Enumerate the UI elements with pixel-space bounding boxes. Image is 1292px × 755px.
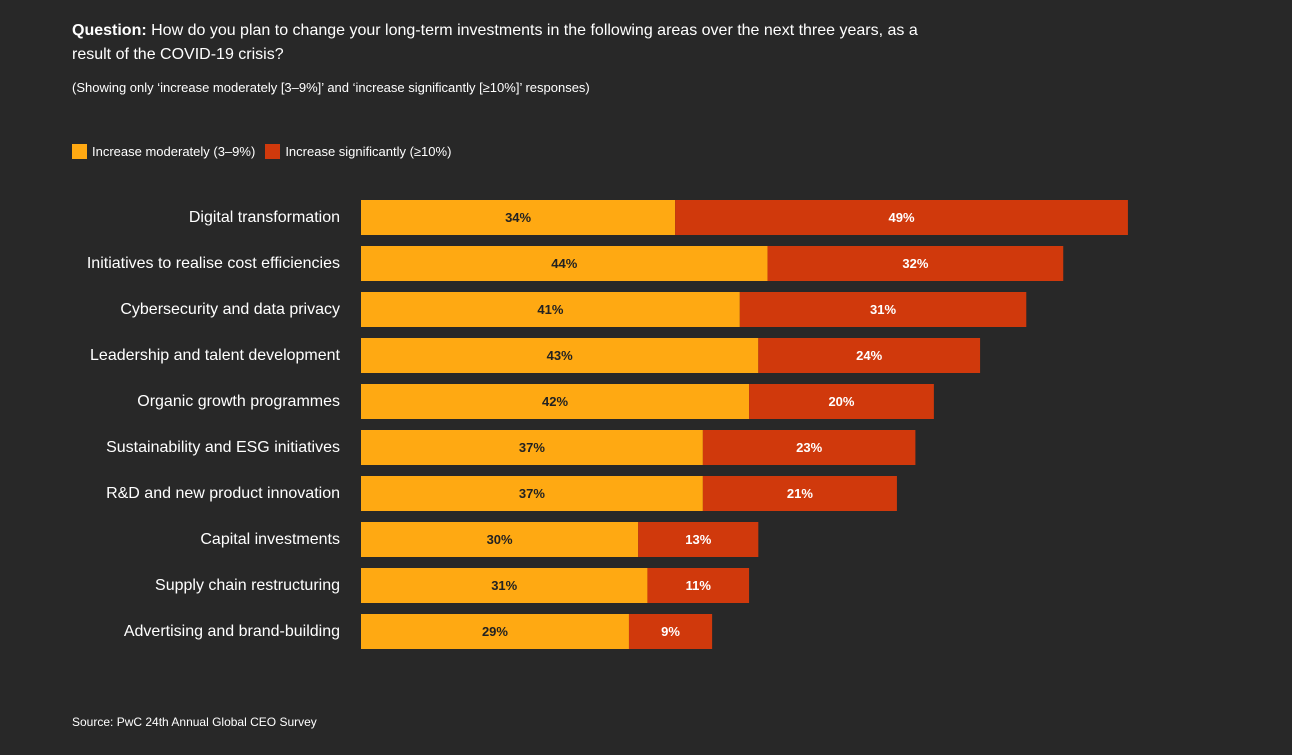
data-label-significant: 11%: [686, 578, 712, 593]
category-label: Digital transformation: [189, 209, 340, 226]
question: Question: How do you plan to change your…: [72, 19, 952, 67]
category-label: Sustainability and ESG initiatives: [106, 439, 340, 456]
bar-segment-moderate: [361, 614, 629, 649]
legend-swatch-moderate: [72, 144, 87, 159]
data-label-moderate: 42%: [542, 394, 568, 409]
data-label-significant: 9%: [661, 624, 680, 639]
data-label-significant: 49%: [889, 210, 915, 225]
data-label-moderate: 41%: [537, 302, 563, 317]
category-label: Initiatives to realise cost efficiencies: [87, 255, 340, 272]
data-label-moderate: 43%: [547, 348, 573, 363]
bar-segment-moderate: [361, 476, 703, 511]
data-label-significant: 24%: [856, 348, 882, 363]
data-label-significant: 23%: [796, 440, 822, 455]
data-label-significant: 13%: [685, 532, 711, 547]
bar-segment-significant: [702, 430, 916, 465]
category-label: Leadership and talent development: [90, 347, 341, 364]
data-label-significant: 21%: [787, 486, 813, 501]
legend: Increase moderately (3–9%) Increase sign…: [72, 144, 461, 159]
data-label-moderate: 31%: [491, 578, 517, 593]
bar-segment-significant: [675, 200, 1128, 235]
category-label: Capital investments: [200, 531, 340, 548]
data-label-significant: 32%: [902, 256, 928, 271]
bar-segment-significant: [638, 522, 759, 557]
bar-segment-moderate: [361, 246, 768, 281]
category-label: R&D and new product innovation: [106, 485, 340, 502]
legend-item-moderate: Increase moderately (3–9%): [72, 144, 255, 159]
bar-segment-significant: [749, 384, 934, 419]
data-label-significant: 31%: [870, 302, 896, 317]
bar-segment-significant: [767, 246, 1064, 281]
data-label-moderate: 37%: [519, 486, 545, 501]
question-text: How do you plan to change your long-term…: [72, 22, 918, 63]
subtitle: (Showing only ‘increase moderately [3–9%…: [72, 80, 590, 95]
bar-segment-moderate: [361, 568, 648, 603]
source-note: Source: PwC 24th Annual Global CEO Surve…: [72, 715, 317, 729]
data-label-moderate: 44%: [551, 256, 577, 271]
data-label-moderate: 34%: [505, 210, 531, 225]
data-label-moderate: 30%: [487, 532, 513, 547]
legend-label-moderate: Increase moderately (3–9%): [92, 144, 256, 159]
bar-segment-significant: [647, 568, 750, 603]
legend-swatch-significant: [265, 144, 281, 159]
bar-segment-significant: [702, 476, 897, 511]
bar-segment-moderate: [361, 430, 703, 465]
bar-segment-significant: [739, 292, 1027, 327]
bar-segment-moderate: [361, 522, 639, 557]
data-label-moderate: 37%: [519, 440, 545, 455]
stacked-bar-chart: Digital transformation 34% 49% Initiatives …: [87, 200, 1128, 649]
category-label: Advertising and brand-building: [124, 623, 340, 640]
bar-segment-moderate: [361, 384, 750, 419]
bar-segment-moderate: [361, 338, 759, 373]
bar-segment-significant: [628, 614, 713, 649]
legend-label-significant: Increase significantly (≥10%): [285, 144, 452, 159]
category-label: Organic growth programmes: [137, 393, 340, 410]
category-label: Supply chain restructuring: [155, 577, 340, 594]
bar-segment-significant: [758, 338, 981, 373]
data-label-significant: 20%: [828, 394, 854, 409]
question-label: Question:: [72, 22, 147, 39]
bar-segment-moderate: [361, 292, 740, 327]
bar-segment-moderate: [361, 200, 676, 235]
data-label-moderate: 29%: [482, 624, 508, 639]
category-label: Cybersecurity and data privacy: [120, 301, 340, 318]
legend-item-significant: Increase significantly (≥10%): [265, 144, 451, 159]
